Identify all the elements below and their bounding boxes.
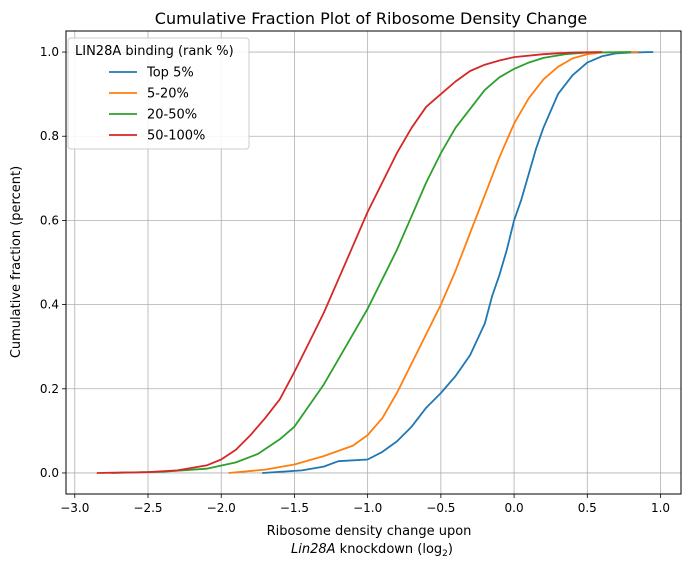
x-axis-label-subscript: 2 <box>442 549 448 559</box>
x-tick-label: −2.5 <box>133 501 162 515</box>
x-axis-label-rest: knockdown (log <box>336 542 443 557</box>
y-tick-label: 1.0 <box>40 45 59 59</box>
legend-entries: Top 5% 5-20% 20-50% 50-100% <box>109 66 205 144</box>
legend-title: LIN28A binding (rank %) <box>75 44 234 59</box>
y-axis-label: Cumulative fraction (percent) <box>9 166 24 358</box>
x-tick-label: −0.5 <box>426 501 455 515</box>
legend-label: 50-100% <box>147 129 205 144</box>
series-line <box>262 51 654 474</box>
series-line <box>96 51 602 474</box>
series-line <box>228 51 639 474</box>
x-axis-label-line1: Ribosome density change upon <box>267 524 472 539</box>
x-tick-label: −2.0 <box>207 501 236 515</box>
x-tick-label: −1.0 <box>353 501 382 515</box>
legend: LIN28A binding (rank %) Top 5% 5-20% 20-50… <box>67 37 250 150</box>
y-axis-ticks: 0.0 0.2 0.4 0.6 0.8 1.0 <box>40 45 66 480</box>
y-tick-label: 0.0 <box>40 466 59 480</box>
y-tick-label: 0.2 <box>40 382 59 396</box>
x-axis-label-close: ) <box>448 542 453 557</box>
x-axis-label-gene: Lin28A <box>291 542 336 557</box>
series-lines <box>96 51 654 474</box>
series-line <box>111 51 632 474</box>
x-tick-label: 1.0 <box>651 501 670 515</box>
plot-frame <box>65 30 682 495</box>
legend-label: 5-20% <box>147 87 189 102</box>
chart-title: Cumulative Fraction Plot of Ribosome Den… <box>155 9 587 28</box>
x-tick-label: 0.5 <box>578 501 597 515</box>
legend-box <box>67 37 250 150</box>
legend-label: Top 5% <box>146 66 194 81</box>
grid <box>66 31 681 494</box>
x-axis-label-line2: Lin28A knockdown (log2) <box>291 542 453 559</box>
legend-label: 20-50% <box>147 108 197 123</box>
x-tick-label: 0.0 <box>505 501 524 515</box>
x-tick-label: −3.0 <box>60 501 89 515</box>
y-tick-label: 0.6 <box>40 213 59 227</box>
x-tick-label: −1.5 <box>280 501 309 515</box>
y-tick-label: 0.4 <box>40 298 59 312</box>
y-tick-label: 0.8 <box>40 129 59 143</box>
x-axis-ticks: −3.0 −2.5 −2.0 −1.5 −1.0 −0.5 0.0 0.5 1.0 <box>60 494 670 515</box>
